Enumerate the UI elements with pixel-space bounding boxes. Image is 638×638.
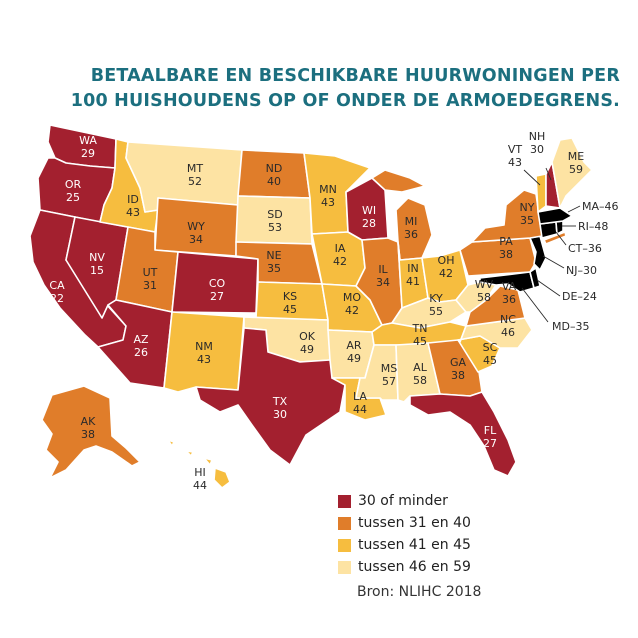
- state-ak: [41, 385, 141, 479]
- label-ks: KS 45: [283, 290, 297, 316]
- leader-lines: [521, 167, 581, 323]
- label-tn: TN 45: [412, 322, 428, 348]
- state-ny: [471, 189, 543, 243]
- state-mi-up: [371, 169, 426, 193]
- label-sd: SD 53: [267, 208, 282, 234]
- label-ca: CA 22: [49, 279, 65, 305]
- label-sc: SC 45: [483, 341, 498, 367]
- label-or: OR 25: [65, 178, 82, 204]
- label-nv: NV 15: [89, 251, 105, 277]
- label-ok: OK 49: [299, 330, 316, 356]
- state-labels: WA 29 OR 25 CA 22 NV 15 ID 43 MT 52 WY 34 UT 31 …: [49, 130, 584, 492]
- label-nc: NC 46: [500, 313, 516, 339]
- map-title: BETAALBARE EN BESCHIKBARE HUURWONINGEN P…: [60, 64, 620, 114]
- callout-ct: CT–36: [568, 242, 602, 255]
- legend-item-4: tussen 46 en 59: [338, 556, 471, 578]
- label-nh: NH 30: [529, 130, 546, 156]
- label-ar: AR 49: [346, 339, 362, 365]
- state-hi: [167, 439, 231, 489]
- state-tx: [195, 327, 346, 466]
- label-ut: UT 31: [143, 266, 158, 292]
- legend-label-4: tussen 46 en 59: [358, 559, 471, 575]
- label-wa: WA 29: [79, 134, 97, 160]
- label-nm: NM 43: [195, 340, 213, 366]
- label-la: LA 44: [353, 390, 367, 416]
- label-hi: HI 44: [193, 466, 207, 492]
- label-wi: WI 28: [362, 204, 376, 230]
- label-vt: VT 43: [508, 143, 523, 169]
- state-wv: [455, 281, 497, 313]
- label-az: AZ 26: [133, 333, 149, 359]
- legend-label-2: tussen 31 en 40: [358, 515, 471, 531]
- label-mn: MN 43: [319, 183, 337, 209]
- legend-item-2: tussen 31 en 40: [338, 512, 471, 534]
- label-me: ME 59: [568, 150, 584, 176]
- state-me: [551, 137, 593, 209]
- label-nd: ND 40: [266, 162, 283, 188]
- label-ny: NY 35: [520, 201, 535, 227]
- label-mt: MT 52: [187, 162, 203, 188]
- label-in: IN 41: [406, 262, 420, 288]
- title-line-2: 100 HUISHOUDENS OP OF ONDER DE ARMOEDEGR…: [70, 91, 620, 111]
- label-oh: OH 42: [438, 254, 455, 280]
- label-ne: NE 35: [266, 249, 281, 275]
- label-wv: WV 58: [475, 278, 494, 304]
- source-note: Bron: NLIHC 2018: [357, 584, 482, 600]
- state-ma: [537, 207, 573, 225]
- label-ky: KY 55: [429, 292, 443, 318]
- callout-md: MD–35: [552, 320, 589, 333]
- label-ms: MS 57: [381, 362, 397, 388]
- label-al: AL 58: [413, 361, 428, 387]
- title-line-1: BETAALBARE EN BESCHIKBARE HUURWONINGEN P…: [90, 66, 620, 86]
- legend-item-3: tussen 41 en 45: [338, 534, 471, 556]
- legend-swatch-3: [338, 538, 351, 552]
- state-fl: [409, 391, 517, 477]
- label-pa: PA 38: [499, 235, 513, 261]
- legend-label-3: tussen 41 en 45: [358, 537, 471, 553]
- legend: 30 of minder tussen 31 en 40 tussen 41 e…: [338, 490, 471, 578]
- callout-nj: NJ–30: [566, 264, 597, 277]
- state-pa: [459, 237, 537, 277]
- label-ga: GA 38: [450, 356, 467, 382]
- label-mi: MI 36: [404, 215, 418, 241]
- label-ak: AK 38: [81, 415, 97, 441]
- legend-swatch-4: [338, 560, 351, 574]
- label-mo: MO 42: [343, 291, 361, 317]
- legend-label-1: 30 of minder: [358, 493, 448, 509]
- state-vt: [535, 173, 547, 213]
- label-va: VA 36: [502, 280, 517, 306]
- legend-swatch-1: [338, 494, 351, 508]
- callout-ri: RI–48: [578, 220, 608, 233]
- label-il: IL 34: [376, 263, 390, 289]
- legend-swatch-2: [338, 516, 351, 530]
- state-ri: [555, 220, 564, 235]
- label-ia: IA 42: [333, 242, 347, 268]
- state-de: [529, 267, 541, 289]
- callout-de: DE–24: [562, 290, 597, 303]
- label-co: CO 27: [209, 277, 226, 303]
- label-tx: TX 30: [272, 395, 288, 421]
- label-wy: WY 34: [187, 220, 205, 246]
- label-fl: FL 27: [483, 424, 497, 450]
- callout-ma: MA–46: [582, 200, 619, 213]
- label-id: ID 43: [126, 193, 140, 219]
- legend-item-1: 30 of minder: [338, 490, 471, 512]
